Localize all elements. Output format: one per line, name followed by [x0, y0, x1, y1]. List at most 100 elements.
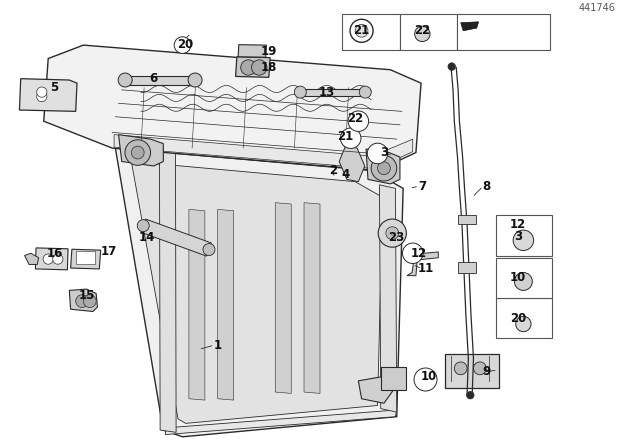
Polygon shape	[304, 202, 320, 393]
Text: 22: 22	[347, 112, 364, 125]
Text: 9: 9	[482, 366, 490, 379]
Circle shape	[359, 86, 371, 98]
Circle shape	[454, 362, 467, 375]
Text: 3: 3	[380, 146, 388, 159]
Circle shape	[367, 143, 388, 164]
Text: 21: 21	[353, 24, 370, 37]
Text: 17: 17	[101, 245, 117, 258]
Bar	[496, 215, 552, 255]
Circle shape	[403, 243, 423, 263]
Circle shape	[515, 272, 532, 290]
Circle shape	[378, 219, 406, 247]
Circle shape	[203, 244, 215, 255]
Polygon shape	[114, 135, 413, 168]
Circle shape	[36, 87, 47, 97]
Circle shape	[350, 19, 373, 42]
Circle shape	[414, 368, 437, 391]
Text: 18: 18	[260, 61, 277, 74]
Circle shape	[36, 91, 47, 102]
Polygon shape	[381, 367, 406, 390]
Circle shape	[355, 24, 368, 37]
Circle shape	[83, 295, 96, 308]
Text: 12: 12	[510, 218, 526, 231]
Polygon shape	[165, 410, 397, 435]
Circle shape	[340, 128, 361, 148]
Circle shape	[474, 362, 486, 375]
Polygon shape	[24, 253, 38, 264]
Text: 15: 15	[78, 289, 95, 302]
Text: 4: 4	[342, 168, 349, 181]
Bar	[496, 258, 552, 298]
Text: 6: 6	[150, 72, 158, 85]
Text: 3: 3	[514, 230, 522, 243]
Polygon shape	[35, 248, 68, 270]
Circle shape	[448, 63, 456, 70]
Text: 20: 20	[177, 38, 194, 51]
Circle shape	[252, 60, 267, 75]
Text: 13: 13	[318, 86, 335, 99]
Text: 1: 1	[214, 339, 221, 352]
Bar	[458, 262, 476, 273]
Polygon shape	[115, 148, 403, 437]
Circle shape	[513, 230, 534, 250]
Text: 21: 21	[337, 130, 354, 143]
Polygon shape	[358, 376, 394, 403]
Circle shape	[241, 60, 256, 75]
Circle shape	[371, 155, 397, 181]
Polygon shape	[19, 79, 77, 112]
Circle shape	[467, 392, 474, 399]
Circle shape	[516, 316, 531, 332]
Text: 19: 19	[260, 45, 277, 58]
Polygon shape	[159, 148, 176, 432]
Text: 7: 7	[419, 180, 426, 193]
Bar	[342, 14, 400, 50]
Bar	[400, 14, 458, 50]
Polygon shape	[70, 249, 100, 269]
Circle shape	[188, 73, 202, 87]
Polygon shape	[125, 76, 195, 85]
Circle shape	[174, 37, 191, 53]
Polygon shape	[189, 209, 205, 400]
Circle shape	[52, 254, 63, 264]
Text: 12: 12	[411, 247, 428, 260]
Polygon shape	[461, 22, 479, 31]
Text: 5: 5	[51, 81, 59, 94]
Circle shape	[294, 86, 307, 98]
Text: 14: 14	[139, 231, 156, 244]
Polygon shape	[366, 149, 400, 184]
Bar	[76, 251, 95, 264]
Polygon shape	[300, 89, 365, 95]
Circle shape	[43, 254, 53, 264]
Circle shape	[76, 295, 88, 308]
Circle shape	[348, 111, 369, 131]
Polygon shape	[236, 57, 270, 78]
Circle shape	[125, 140, 150, 165]
Text: 16: 16	[47, 247, 63, 260]
Text: 22: 22	[414, 24, 431, 37]
Circle shape	[415, 26, 430, 42]
Text: 441746: 441746	[579, 3, 616, 13]
Text: 2: 2	[329, 164, 337, 177]
Bar	[458, 14, 550, 50]
Polygon shape	[131, 161, 383, 423]
Polygon shape	[339, 146, 365, 181]
Polygon shape	[118, 135, 163, 166]
Polygon shape	[141, 219, 211, 256]
Text: 23: 23	[388, 231, 405, 244]
Bar	[445, 354, 499, 388]
Polygon shape	[69, 289, 97, 311]
Bar	[496, 298, 552, 338]
Polygon shape	[275, 202, 291, 393]
Polygon shape	[407, 252, 438, 276]
Bar	[458, 215, 476, 224]
Polygon shape	[238, 45, 266, 57]
Text: 8: 8	[482, 180, 490, 193]
Polygon shape	[218, 209, 234, 400]
Text: 11: 11	[417, 263, 434, 276]
Text: 10: 10	[510, 271, 526, 284]
Circle shape	[131, 146, 144, 159]
Circle shape	[118, 73, 132, 87]
Circle shape	[378, 162, 390, 175]
Circle shape	[386, 227, 399, 240]
Polygon shape	[44, 45, 421, 170]
